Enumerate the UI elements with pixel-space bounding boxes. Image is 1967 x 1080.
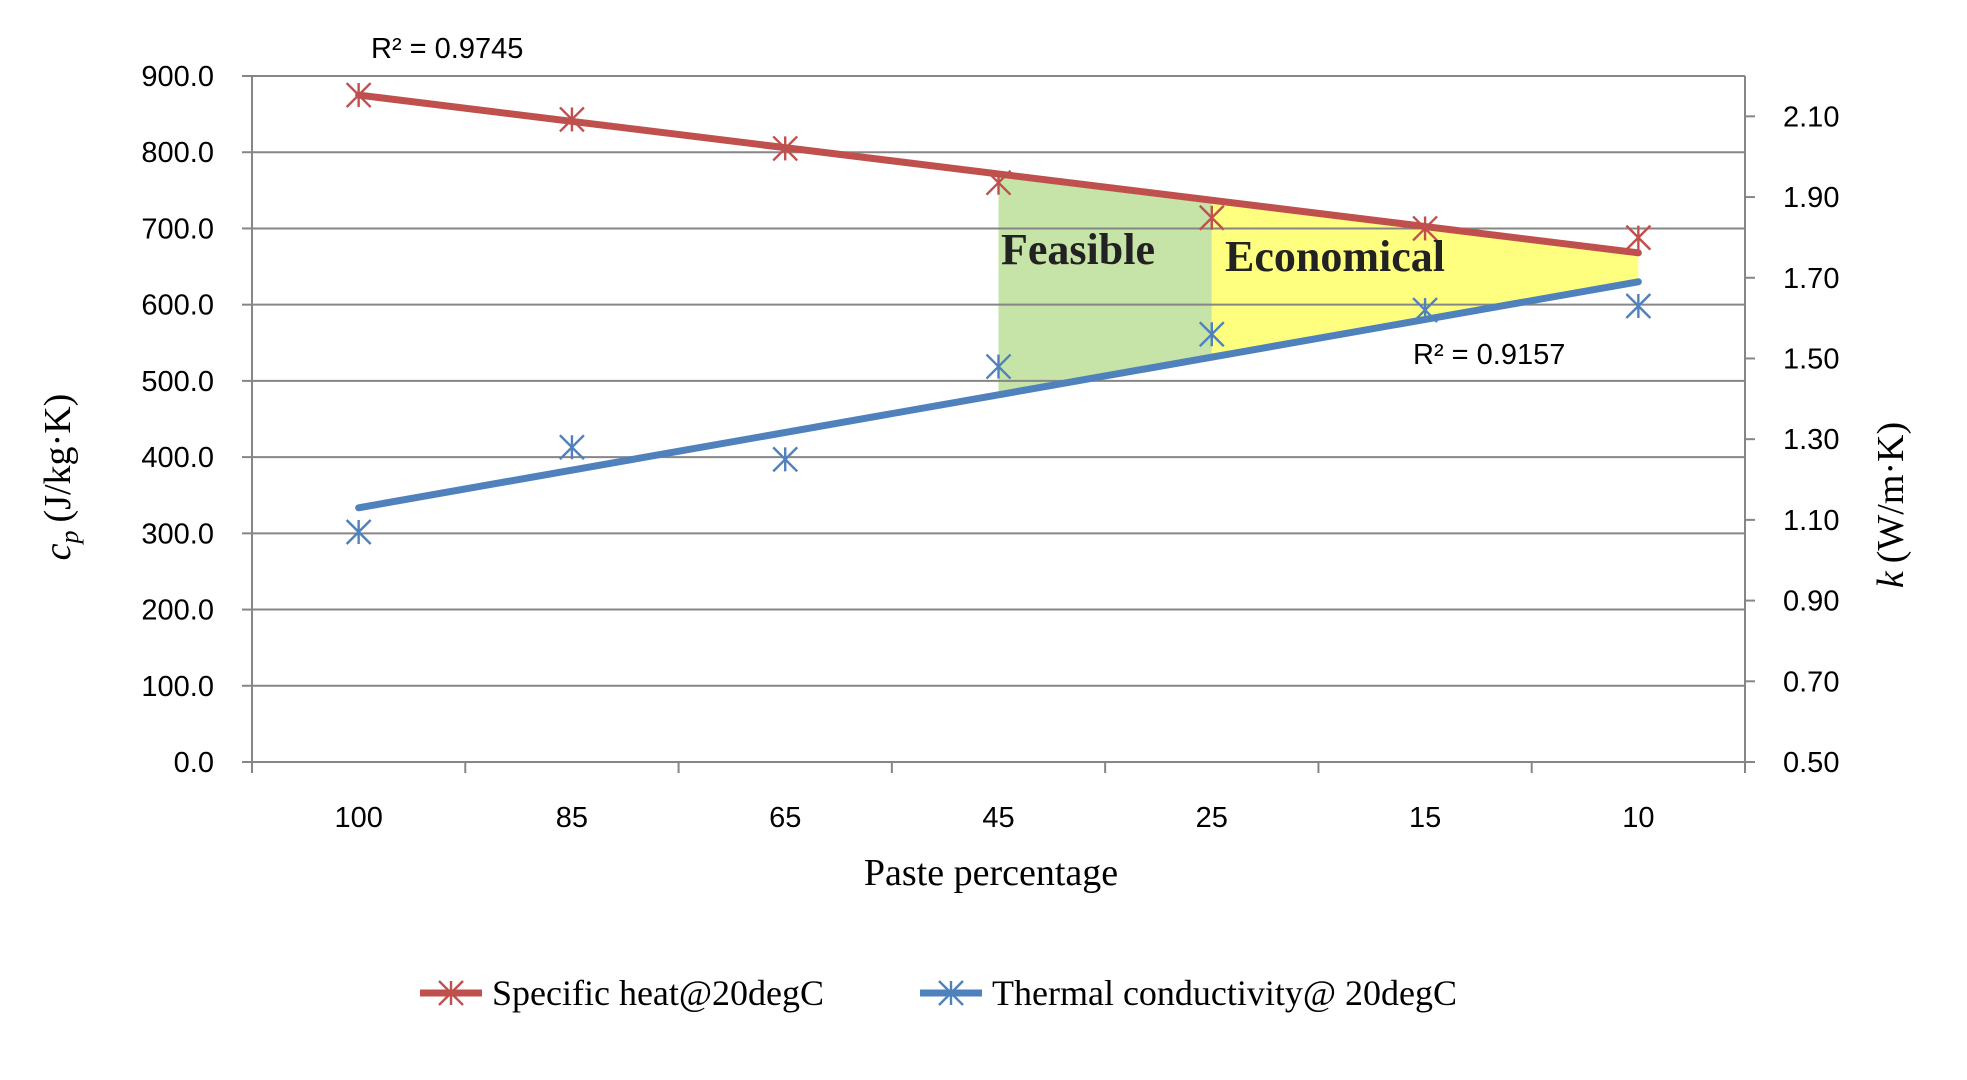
region-label-feasible: Feasible [1001,225,1155,274]
right-tick-label: 1.70 [1783,263,1839,295]
right-tick-label: 0.70 [1783,666,1839,698]
left-axis-title: cp(J/kg·K) [37,394,84,561]
point-specific-heat-20degc [1412,215,1438,242]
x-tick-label: 100 [334,802,382,834]
axes [242,75,1755,773]
legend-marker-specific-heat [438,980,464,1006]
left-tick-label: 900.0 [141,61,214,93]
data-markers [345,82,1652,545]
x-tick-label: 25 [1196,802,1228,834]
x-tick-label: 15 [1409,802,1441,834]
right-tick-label: 0.90 [1783,586,1839,618]
gridlines [252,75,1745,687]
left-tick-label: 300.0 [141,518,214,550]
right-axis-title: k(W/m·K) [1870,422,1912,588]
right-tick-label: 0.50 [1783,747,1839,779]
point-thermal-conductivity-20degc [559,434,585,461]
point-specific-heat-20degc [1625,224,1652,251]
point-specific-heat-20degc [1198,204,1225,231]
point-thermal-conductivity-20degc [985,353,1012,380]
x-tick-label: 10 [1622,802,1654,834]
x-tick-label: 85 [556,802,588,834]
point-specific-heat-20degc [772,135,799,162]
point-thermal-conductivity-20degc [345,519,372,545]
point-thermal-conductivity-20degc [772,446,799,473]
left-tick-label: 400.0 [141,442,214,474]
left-tick-label: 0.0 [174,747,214,779]
left-tick-label: 500.0 [141,366,214,398]
right-tick-label: 2.10 [1783,101,1839,133]
legend-label-thermal-conductivity: Thermal conductivity@ 20degC [992,973,1457,1013]
legend: Specific heat@20degC Thermal conductivit… [420,973,1457,1013]
x-axis-title: Paste percentage [864,852,1118,894]
left-tick-label: 800.0 [141,137,214,169]
axis-tick-labels: 0.0 100.0 200.0 300.0 400.0 500.0 600.0 700.0 80… [141,61,1839,834]
legend-asterisk [438,980,464,1006]
legend-marker-thermal-conductivity [938,980,964,1006]
x-tick-label: 65 [769,802,801,834]
r2-label-specific-heat: R² = 0.9745 [371,33,523,65]
point-specific-heat-20degc [985,169,1012,196]
point-thermal-conductivity-20degc [1625,293,1652,319]
point-thermal-conductivity-20degc [1412,297,1438,323]
right-tick-label: 1.30 [1783,424,1839,456]
left-tick-label: 200.0 [141,595,214,627]
legend-label-specific-heat: Specific heat@20degC [492,973,824,1013]
left-tick-label: 700.0 [141,213,214,245]
legend-asterisk [938,980,964,1006]
region-economical [1211,200,1639,358]
right-tick-label: 1.10 [1783,505,1839,537]
region-label-economical: Economical [1225,232,1445,281]
point-specific-heat-20degc [345,82,372,108]
right-tick-label: 1.50 [1783,343,1839,375]
left-tick-label: 100.0 [141,671,214,703]
right-tick-label: 1.90 [1783,182,1839,214]
point-specific-heat-20degc [559,106,585,133]
r2-label-thermal-conductivity: R² = 0.9157 [1413,339,1565,371]
point-thermal-conductivity-20degc [1198,321,1225,348]
x-tick-label: 45 [982,802,1014,834]
left-tick-label: 600.0 [141,290,214,322]
